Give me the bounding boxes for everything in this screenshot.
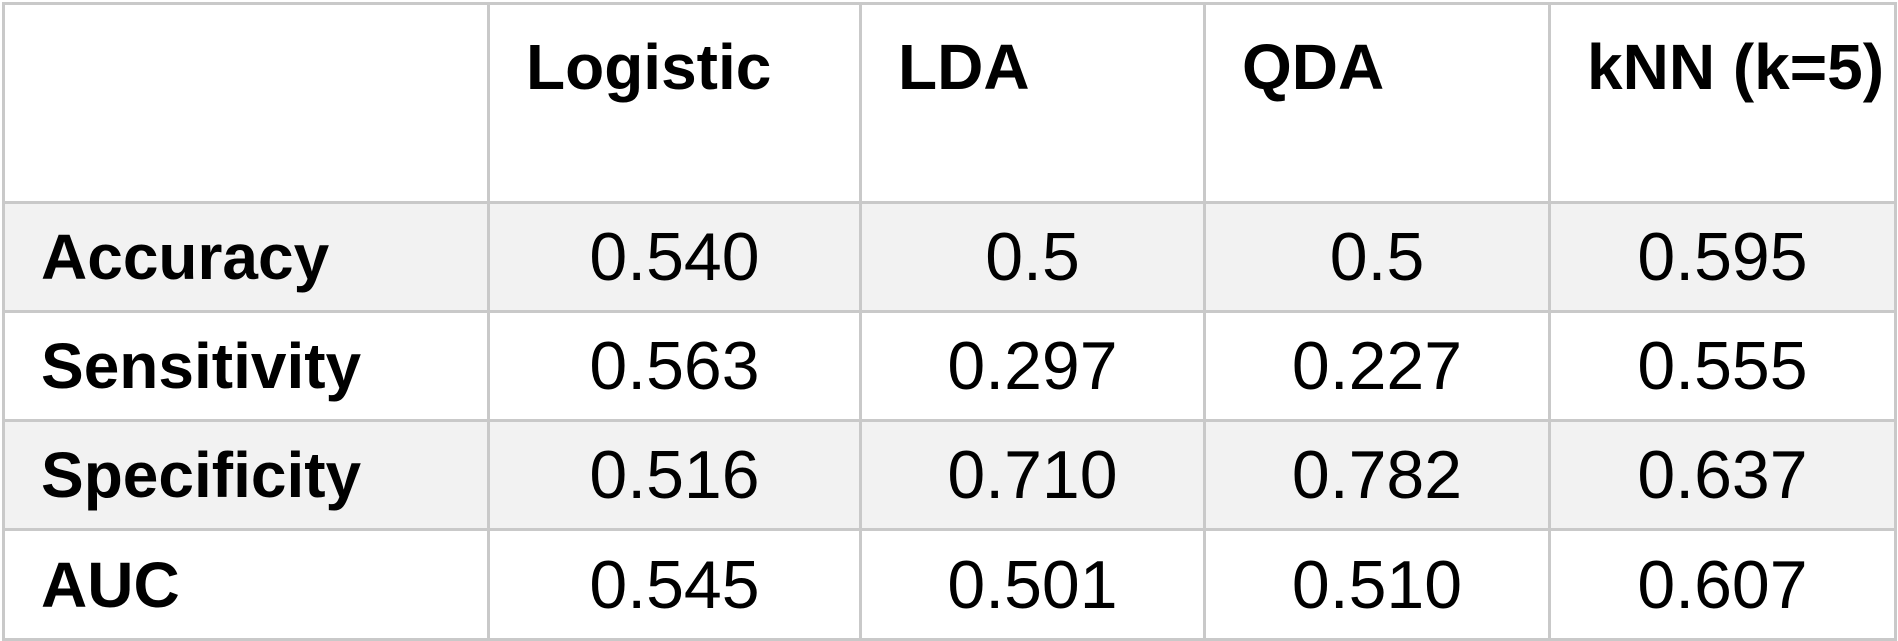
cell-specificity-qda: 0.782 [1203, 419, 1551, 531]
table-row-accuracy: Accuracy 0.540 0.5 0.5 0.595 [2, 201, 1897, 313]
cell-specificity-lda: 0.710 [859, 419, 1206, 531]
cell-specificity-logistic: 0.516 [487, 419, 862, 531]
table-header-row: Logistic LDA QDA kNN (k=5) [2, 2, 1897, 204]
row-label-specificity: Specificity [2, 419, 490, 531]
cell-accuracy-qda: 0.5 [1203, 201, 1551, 313]
table-row-auc: AUC 0.545 0.501 0.510 0.607 [2, 528, 1897, 641]
cell-specificity-knn: 0.637 [1548, 419, 1897, 531]
cell-auc-knn: 0.607 [1548, 528, 1897, 641]
cell-accuracy-logistic: 0.540 [487, 201, 862, 313]
cell-accuracy-lda: 0.5 [859, 201, 1206, 313]
cell-auc-logistic: 0.545 [487, 528, 862, 641]
column-header-qda: QDA [1203, 2, 1551, 204]
cell-sensitivity-knn: 0.555 [1548, 310, 1897, 422]
row-label-sensitivity: Sensitivity [2, 310, 490, 422]
cell-sensitivity-qda: 0.227 [1203, 310, 1551, 422]
row-label-auc: AUC [2, 528, 490, 641]
column-header-knn: kNN (k=5) [1548, 2, 1897, 204]
table-row-specificity: Specificity 0.516 0.710 0.782 0.637 [2, 419, 1897, 531]
cell-auc-qda: 0.510 [1203, 528, 1551, 641]
column-header-logistic: Logistic [487, 2, 862, 204]
cell-auc-lda: 0.501 [859, 528, 1206, 641]
cell-accuracy-knn: 0.595 [1548, 201, 1897, 313]
cell-sensitivity-lda: 0.297 [859, 310, 1206, 422]
table-row-sensitivity: Sensitivity 0.563 0.297 0.227 0.555 [2, 310, 1897, 422]
cell-sensitivity-logistic: 0.563 [487, 310, 862, 422]
row-label-accuracy: Accuracy [2, 201, 490, 313]
corner-cell [2, 2, 490, 204]
column-header-lda: LDA [859, 2, 1206, 204]
